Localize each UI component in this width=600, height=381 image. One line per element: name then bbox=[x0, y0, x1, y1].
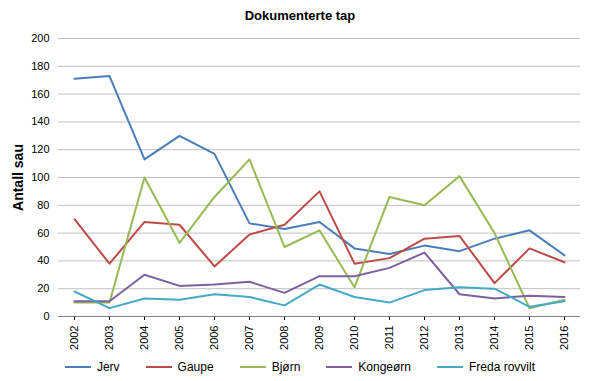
svg-text:200: 200 bbox=[31, 32, 49, 44]
svg-text:2006: 2006 bbox=[208, 326, 220, 350]
svg-text:2007: 2007 bbox=[243, 326, 255, 350]
svg-text:2009: 2009 bbox=[313, 326, 325, 350]
svg-text:80: 80 bbox=[37, 199, 49, 211]
html-text:Freda rovvilt: Freda rovvilt bbox=[469, 360, 535, 374]
svg-text:20: 20 bbox=[37, 282, 49, 294]
svg-text:2011: 2011 bbox=[383, 326, 395, 350]
svg-text:2002: 2002 bbox=[68, 326, 80, 350]
svg-text:140: 140 bbox=[31, 115, 49, 127]
svg-text:2013: 2013 bbox=[453, 326, 465, 350]
html-text:Kongeørn: Kongeørn bbox=[358, 360, 411, 374]
svg-text:2016: 2016 bbox=[558, 326, 570, 350]
svg-text:40: 40 bbox=[37, 254, 49, 266]
html-text:Bjørn: Bjørn bbox=[271, 360, 301, 374]
svg-text:180: 180 bbox=[31, 60, 49, 72]
svg-text:2015: 2015 bbox=[523, 326, 535, 350]
svg-text:2014: 2014 bbox=[488, 326, 500, 350]
svg-text:60: 60 bbox=[37, 227, 49, 239]
svg-text:2008: 2008 bbox=[278, 326, 290, 350]
svg-text:Antall sau: Antall sau bbox=[10, 144, 26, 211]
svg-text:100: 100 bbox=[31, 171, 49, 183]
svg-text:160: 160 bbox=[31, 88, 49, 100]
svg-text:120: 120 bbox=[31, 143, 49, 155]
svg-text:2010: 2010 bbox=[348, 326, 360, 350]
svg-text:2005: 2005 bbox=[173, 326, 185, 350]
svg-text:0: 0 bbox=[43, 310, 49, 322]
svg-text:2003: 2003 bbox=[103, 326, 115, 350]
html-text:Dokumenterte tap: Dokumenterte tap bbox=[244, 8, 356, 23]
svg-text:2004: 2004 bbox=[138, 326, 150, 350]
svg-text:2012: 2012 bbox=[418, 326, 430, 350]
html-text:Jerv: Jerv bbox=[96, 360, 120, 374]
html-text:Gaupe: Gaupe bbox=[177, 360, 214, 374]
